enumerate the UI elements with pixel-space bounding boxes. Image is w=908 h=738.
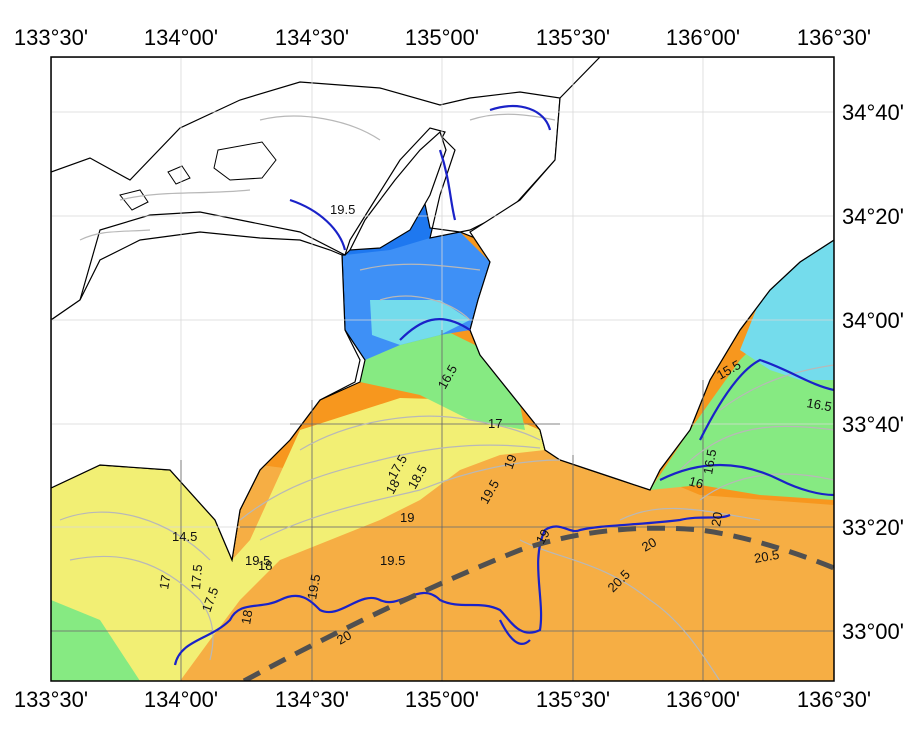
map-area (51, 57, 834, 681)
water-layer-yellow (51, 398, 545, 681)
water-layer-bay-cyan (370, 300, 470, 345)
longitude-label-bottom: 133°30' (14, 687, 88, 712)
contour-label: 19.5 (304, 573, 323, 601)
isotherms-thin (59, 113, 834, 681)
water-layer-orange (51, 440, 834, 681)
latitude-label: 33°40' (842, 412, 904, 437)
contour-labels: 19.5 16.5 17 17.5 18 18.5 19 19.5 19.5 1… (156, 202, 833, 648)
longitude-label-top: 133°30' (14, 25, 88, 50)
longitude-label-top: 135°00' (405, 25, 479, 50)
contour-label: 19 (400, 510, 414, 525)
contour-label: 20 (708, 511, 725, 528)
longitude-label-top: 136°00' (666, 25, 740, 50)
contour-label: 19.5 (380, 553, 405, 568)
contour-label: 17 (488, 416, 502, 431)
graticule-over-water (51, 330, 834, 681)
longitude-labels-top: 133°30' 134°00' 134°30' 135°00' 135°30' … (14, 25, 871, 50)
contour-label: 19 (501, 452, 520, 471)
isotherms-major (173, 105, 834, 666)
map-frame (50, 56, 835, 682)
longitude-label-top: 135°30' (536, 25, 610, 50)
longitude-labels-bottom: 133°30' 134°00' 134°30' 135°00' 135°30' … (14, 687, 871, 712)
contour-label: 16.5 (805, 395, 833, 414)
contour-label: 14.5 (172, 529, 197, 544)
contour-label: 17.5 (188, 564, 205, 591)
land-kii-peninsula (469, 57, 834, 491)
longitude-label-bottom: 135°00' (405, 687, 479, 712)
water-layer-green-west (51, 600, 140, 681)
longitude-label-bottom: 136°30' (797, 687, 871, 712)
contour-label: 16.5 (700, 448, 719, 476)
contour-label: 17 (156, 574, 173, 591)
contour-label: 20 (639, 534, 659, 554)
latitude-labels-right: 34°40' 34°20' 34°00' 33°40' 33°20' 33°00… (842, 100, 904, 644)
longitude-label-top: 134°30' (275, 25, 349, 50)
contour-label: 16 (687, 473, 705, 491)
contour-label: 20.5 (753, 547, 781, 566)
land-small-island-2 (167, 165, 191, 185)
latitude-label: 33°00' (842, 619, 904, 644)
latitude-label: 33°20' (842, 515, 904, 540)
land-small-island-1 (119, 189, 149, 211)
longitude-label-bottom: 134°00' (144, 687, 218, 712)
latitude-label: 34°00' (842, 308, 904, 333)
longitude-label-top: 134°00' (144, 25, 218, 50)
latitude-label: 34°20' (842, 204, 904, 229)
land-awaji-island (348, 130, 447, 251)
longitude-label-bottom: 134°30' (275, 687, 349, 712)
contour-label: 18 (383, 476, 403, 496)
longitude-label-bottom: 136°00' (666, 687, 740, 712)
longitude-label-bottom: 135°30' (536, 687, 610, 712)
contour-label: 18 (258, 558, 272, 573)
contour-label: 20 (334, 627, 354, 647)
water-layer-cyan-east (740, 240, 834, 380)
kuroshio-axis-line (242, 525, 834, 681)
land-shodoshima (213, 141, 277, 181)
longitude-label-top: 136°30' (797, 25, 871, 50)
latitude-label: 34°40' (842, 100, 904, 125)
contour-label: 19.5 (330, 202, 355, 217)
land-shikoku (51, 231, 361, 563)
contour-label: 19.5 (245, 553, 270, 568)
contour-label: 19 (533, 526, 553, 546)
contour-label: 18 (238, 609, 255, 626)
